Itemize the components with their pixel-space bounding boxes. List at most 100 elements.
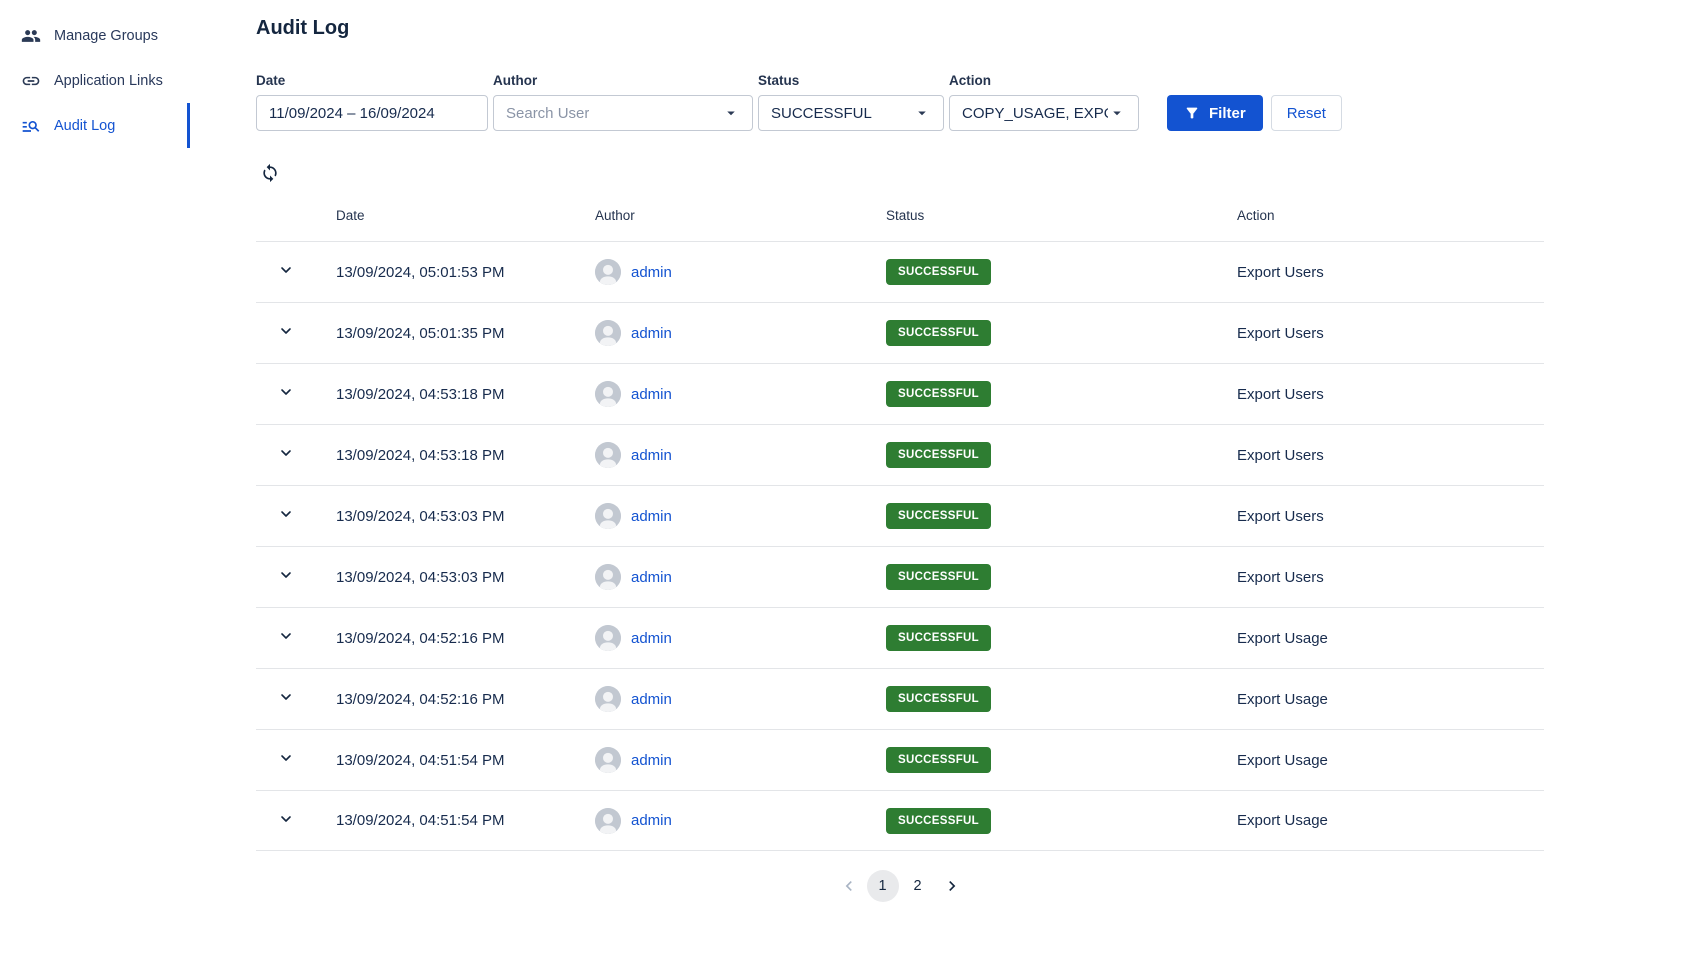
expand-row-button[interactable] (278, 506, 294, 522)
chevron-right-icon (942, 876, 962, 896)
row-author-cell: admin (595, 503, 886, 529)
action-filter-group: Action COPY_USAGE, EXPO (949, 73, 1139, 131)
sidebar: Manage Groups Application Links Audit Lo… (0, 0, 190, 148)
page-button-2[interactable]: 2 (902, 870, 934, 902)
pagination: 1 2 (256, 870, 1544, 902)
row-date: 13/09/2024, 04:52:16 PM (336, 691, 595, 708)
table-row: 13/09/2024, 04:53:18 PM admin SUCCESSFUL… (256, 363, 1544, 424)
avatar (595, 259, 621, 285)
table-row: 13/09/2024, 04:53:03 PM admin SUCCESSFUL… (256, 546, 1544, 607)
link-icon (21, 71, 41, 91)
status-badge: SUCCESSFUL (886, 625, 991, 651)
table-row: 13/09/2024, 04:51:54 PM admin SUCCESSFUL… (256, 790, 1544, 851)
row-action: Export Usage (1237, 691, 1544, 708)
avatar (595, 503, 621, 529)
row-action: Export Users (1237, 264, 1544, 281)
row-date: 13/09/2024, 04:51:54 PM (336, 752, 595, 769)
row-action: Export Usage (1237, 630, 1544, 647)
row-author-cell: admin (595, 625, 886, 651)
row-action: Export Usage (1237, 752, 1544, 769)
expand-row-button[interactable] (278, 567, 294, 583)
chevron-down-icon (278, 323, 294, 339)
sidebar-item-manage-groups[interactable]: Manage Groups (0, 13, 190, 58)
filter-button-label: Filter (1209, 105, 1246, 122)
row-status-cell: SUCCESSFUL (886, 320, 1237, 346)
avatar (595, 381, 621, 407)
page-button-1[interactable]: 1 (867, 870, 899, 902)
avatar (595, 564, 621, 590)
status-filter-label: Status (758, 73, 944, 88)
sidebar-item-audit-log[interactable]: Audit Log (0, 103, 190, 148)
row-action: Export Users (1237, 569, 1544, 586)
author-link[interactable]: admin (631, 752, 672, 769)
author-link[interactable]: admin (631, 325, 672, 342)
row-status-cell: SUCCESSFUL (886, 747, 1237, 773)
table-row: 13/09/2024, 04:52:16 PM admin SUCCESSFUL… (256, 607, 1544, 668)
column-header-author: Author (595, 208, 886, 223)
expand-row-button[interactable] (278, 689, 294, 705)
row-date: 13/09/2024, 04:52:16 PM (336, 630, 595, 647)
expand-row-button[interactable] (278, 323, 294, 339)
row-author-cell: admin (595, 808, 886, 834)
row-status-cell: SUCCESSFUL (886, 381, 1237, 407)
row-status-cell: SUCCESSFUL (886, 442, 1237, 468)
expand-row-button[interactable] (278, 750, 294, 766)
table-row: 13/09/2024, 04:51:54 PM admin SUCCESSFUL… (256, 729, 1544, 790)
row-author-cell: admin (595, 259, 886, 285)
date-filter-label: Date (256, 73, 488, 88)
status-badge: SUCCESSFUL (886, 320, 991, 346)
expand-row-button[interactable] (278, 384, 294, 400)
sidebar-item-label: Application Links (54, 73, 163, 89)
audit-log-table: Date Author Status Action 13/09/2024, 05… (256, 200, 1544, 851)
refresh-icon (260, 163, 280, 183)
expand-row-button[interactable] (278, 628, 294, 644)
row-date: 13/09/2024, 05:01:35 PM (336, 325, 595, 342)
date-range-input[interactable] (256, 95, 488, 131)
row-author-cell: admin (595, 442, 886, 468)
expand-row-button[interactable] (278, 445, 294, 461)
refresh-button[interactable] (260, 163, 280, 183)
row-date: 13/09/2024, 05:01:53 PM (336, 264, 595, 281)
author-link[interactable]: admin (631, 508, 672, 525)
author-link[interactable]: admin (631, 630, 672, 647)
status-badge: SUCCESSFUL (886, 442, 991, 468)
author-link[interactable]: admin (631, 264, 672, 281)
status-badge: SUCCESSFUL (886, 381, 991, 407)
author-link[interactable]: admin (631, 447, 672, 464)
author-link[interactable]: admin (631, 569, 672, 586)
row-action: Export Usage (1237, 812, 1544, 829)
author-link[interactable]: admin (631, 386, 672, 403)
row-action: Export Users (1237, 508, 1544, 525)
date-filter-group: Date (256, 73, 488, 131)
chevron-down-icon (278, 750, 294, 766)
expand-row-button[interactable] (278, 262, 294, 278)
reset-button[interactable]: Reset (1271, 95, 1342, 131)
sidebar-item-application-links[interactable]: Application Links (0, 58, 190, 103)
row-expand-cell (256, 384, 336, 404)
expand-row-button[interactable] (278, 811, 294, 827)
author-search-select[interactable]: Search User (493, 95, 753, 131)
row-author-cell: admin (595, 320, 886, 346)
filter-actions: Filter Reset (1167, 95, 1342, 131)
author-link[interactable]: admin (631, 812, 672, 829)
status-badge: SUCCESSFUL (886, 564, 991, 590)
dropdown-arrow-icon (913, 104, 931, 122)
row-date: 13/09/2024, 04:53:18 PM (336, 386, 595, 403)
action-select[interactable]: COPY_USAGE, EXPO (949, 95, 1139, 131)
page-title: Audit Log (256, 17, 1544, 40)
chevron-down-icon (278, 628, 294, 644)
status-select-value: SUCCESSFUL (771, 105, 872, 122)
avatar (595, 442, 621, 468)
author-link[interactable]: admin (631, 691, 672, 708)
chevron-down-icon (278, 689, 294, 705)
status-select[interactable]: SUCCESSFUL (758, 95, 944, 131)
table-row: 13/09/2024, 05:01:35 PM admin SUCCESSFUL… (256, 302, 1544, 363)
previous-page-button[interactable] (834, 871, 864, 901)
table-row: 13/09/2024, 04:53:18 PM admin SUCCESSFUL… (256, 424, 1544, 485)
row-expand-cell (256, 445, 336, 465)
chevron-down-icon (278, 262, 294, 278)
next-page-button[interactable] (937, 871, 967, 901)
filter-button[interactable]: Filter (1167, 95, 1263, 131)
chevron-down-icon (278, 567, 294, 583)
avatar (595, 320, 621, 346)
